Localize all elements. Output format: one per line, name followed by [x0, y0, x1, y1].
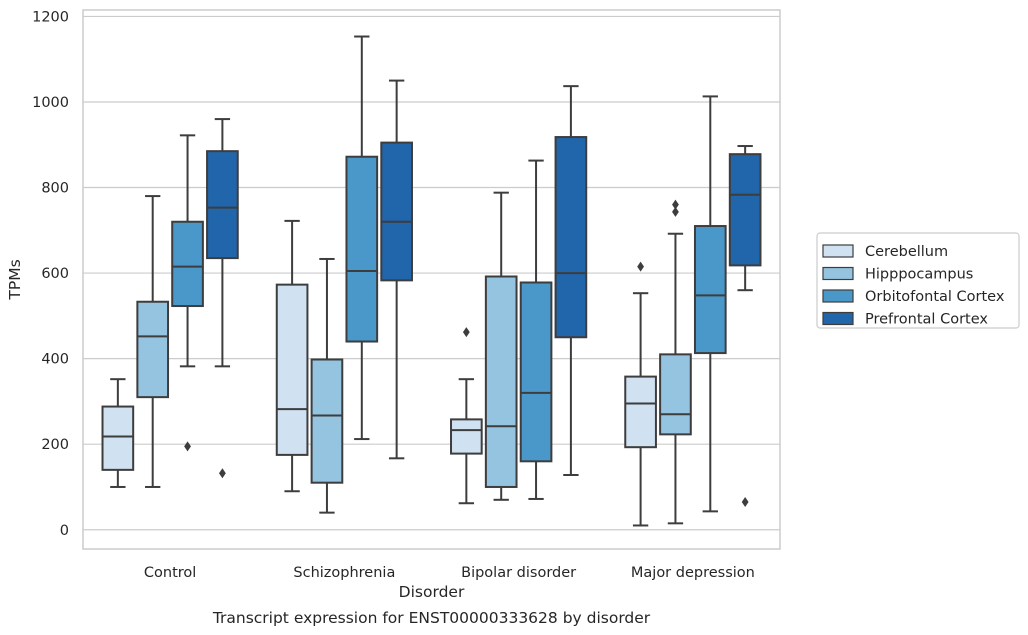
legend-label: Cerebellum — [865, 244, 948, 260]
box-body — [136, 300, 170, 399]
plot-frame — [82, 9, 781, 550]
box-body — [171, 220, 204, 308]
x-tick-label: Schizophrenia — [293, 565, 395, 581]
legend-frame — [816, 232, 1020, 329]
outlier-point — [219, 468, 226, 479]
x-tick-label: Control — [144, 565, 196, 581]
box-body — [693, 225, 727, 355]
box-prefrontal-cortex-0 — [206, 118, 239, 479]
box-prefrontal-cortex-3 — [728, 145, 762, 507]
y-tick-label: 0 — [60, 523, 69, 539]
box-body — [554, 136, 588, 339]
legend-swatch — [822, 266, 854, 281]
box-hipppocampus-0 — [136, 195, 170, 488]
box-body — [380, 141, 413, 282]
outlier-point — [672, 199, 679, 210]
y-tick-labels: 0 200 400 600 800 1000 1200 — [32, 9, 69, 538]
box-cerebellum-1 — [275, 219, 309, 493]
legend-label: Prefrontal Cortex — [865, 312, 988, 328]
legend-label: Hipppocampus — [865, 267, 973, 283]
outlier-point — [741, 496, 749, 507]
legend: Cerebellum Hipppocampus Orbitofontal Corte… — [816, 232, 1020, 329]
box-body — [275, 283, 309, 456]
x-tick-labels: Control Schizophrenia Bipolar disorder Majo… — [144, 565, 755, 581]
legend-item: Orbitofontal Cortex — [822, 289, 1005, 305]
y-tick-label: 400 — [41, 352, 69, 368]
outlier-point — [462, 327, 470, 338]
legend-label: Orbitofontal Cortex — [865, 289, 1005, 305]
box-body — [484, 275, 518, 488]
box-body — [450, 418, 483, 455]
x-tick-label: Major depression — [631, 565, 755, 581]
legend-swatch — [822, 244, 854, 258]
box-cerebellum-2 — [450, 327, 483, 505]
legend-item: Cerebellum — [822, 244, 948, 260]
box-body — [519, 281, 553, 463]
outlier-point — [672, 206, 679, 217]
legend-item: Hipppocampus — [822, 266, 973, 283]
box-orbitofontal-cortex-3 — [693, 95, 727, 513]
box-prefrontal-cortex-1 — [380, 79, 413, 460]
box-prefrontal-cortex-2 — [554, 85, 588, 476]
outlier-point — [184, 441, 191, 452]
box-cerebellum-3 — [624, 261, 657, 527]
outlier-point — [637, 261, 644, 272]
box-body — [624, 375, 657, 449]
y-tick-label: 600 — [41, 266, 69, 282]
box-body — [345, 155, 379, 343]
y-tick-label: 800 — [41, 181, 69, 197]
x-tick-label: Bipolar disorder — [461, 565, 576, 581]
box-orbitofontal-cortex-1 — [345, 35, 379, 441]
y-axis-label: TPMs — [6, 259, 24, 300]
chart-title: Transcript expression for ENST0000033362… — [212, 609, 651, 627]
legend-swatch — [822, 311, 854, 326]
box-hipppocampus-3 — [659, 199, 692, 525]
box-hipppocampus-2 — [484, 191, 518, 501]
legend-swatch — [822, 289, 854, 303]
legend-item: Prefrontal Cortex — [822, 311, 988, 328]
box-body — [728, 153, 762, 267]
box-body — [206, 150, 239, 260]
y-tick-label: 1000 — [32, 95, 69, 111]
box-body — [101, 405, 135, 471]
box-cerebellum-0 — [101, 378, 135, 488]
box-hipppocampus-1 — [310, 257, 344, 514]
box-orbitofontal-cortex-2 — [519, 159, 553, 500]
box-groups — [101, 35, 762, 527]
box-orbitofontal-cortex-0 — [171, 134, 204, 452]
box-body — [659, 353, 692, 436]
x-axis-label: Disorder — [399, 583, 465, 601]
y-tick-label: 200 — [41, 437, 69, 453]
y-tick-label: 1200 — [32, 9, 69, 25]
box-body — [310, 358, 344, 484]
